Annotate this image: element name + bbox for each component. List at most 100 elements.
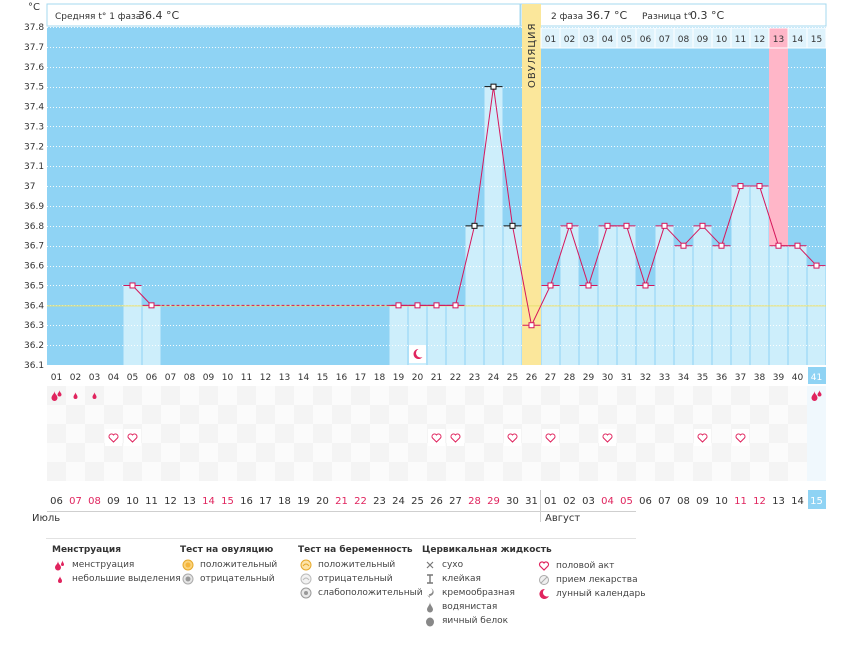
event-cell [256,405,275,424]
series-line [512,225,532,326]
event-cell [769,405,788,424]
data-point [509,222,516,229]
series-line [664,225,684,247]
phase2-day-label: 06 [640,35,652,45]
date-label: 08 [88,496,101,507]
cycle-day-label: 24 [488,373,500,383]
drop-small-icon [54,573,66,585]
event-cell [446,462,465,481]
legend-row-ovtest-neg: отрицательный [180,572,277,586]
temperature-bar [560,225,579,365]
event-cell [218,462,237,481]
heart-cell [447,429,464,446]
bbt-chart: Средняя t° 1 фаза 36.4 °C 2 фаза 36.7 °C… [24,2,827,524]
heart-icon [108,433,119,443]
heart-cell [694,429,711,446]
date-label: 14 [791,496,804,507]
event-cell [294,424,313,443]
event-cell [351,424,370,443]
event-cell [579,443,598,462]
event-cell [161,443,180,462]
event-cell [370,424,389,443]
data-point [566,222,573,229]
preg-positive-icon [300,559,312,571]
overlay: ОВУЛЯЦИЯ 01 02 03 04 05 06 07 08 09 10 11 12 13 14 15 [47,4,827,365]
legend-row-lunar: лунный календарь [536,587,646,601]
date-label: 09 [107,496,120,507]
event-cell [636,405,655,424]
event-cell [389,443,408,462]
date-label: 23 [373,496,386,507]
temperature-bar [427,305,446,365]
sun-negative-icon [182,573,194,585]
event-cell [674,386,693,405]
event-cell [674,424,693,443]
cycle-day-label: 37 [735,373,746,383]
event-cell [351,386,370,405]
event-cell [332,443,351,462]
data-point [775,242,782,249]
data-point [471,222,478,229]
legend-row-pregtest-pos: положительный [298,558,423,572]
cycle-day-label: 26 [526,373,538,383]
date-label: 06 [639,496,652,507]
legend-menstruation: Менструация менструация небольшие выделе… [52,545,181,586]
event-cell [427,386,446,405]
series-line [626,225,646,286]
series-line [683,225,703,247]
data-point [129,282,136,289]
moon-icon [538,588,550,600]
series-line [588,225,608,286]
event-cell [560,405,579,424]
heart-cell [105,429,122,446]
event-cell [788,386,807,405]
lunar-cell [409,345,426,363]
event-cell [351,405,370,424]
event-cell [161,424,180,443]
cycle-day-label: 13 [279,373,290,383]
event-cell [85,405,104,424]
cycle-day-label: 05 [127,373,138,383]
temperature-bar [807,265,826,365]
y-axis: 37.8 37.7 37.6 37.5 37.4 37.3 37.2 37.1 37 36.9 36… [24,23,44,371]
event-cell [66,424,85,443]
drop-small-icon [92,392,97,399]
event-cell [788,462,807,481]
event-cell [180,462,199,481]
event-cell [199,424,218,443]
event-cell [294,462,313,481]
data-point [794,242,801,249]
legend-ovtest-pos: положительный [200,560,278,570]
legend-menstruation-small: небольшие выделения [72,574,181,584]
cycle-day-label: 28 [564,373,576,383]
event-cell [731,405,750,424]
event-cell [180,443,199,462]
event-cell [807,462,826,481]
series-line [721,185,741,246]
event-cell [465,424,484,443]
cycle-day-label: 33 [659,373,670,383]
preg-negative-icon [300,573,312,585]
event-cell [617,424,636,443]
event-cell [256,386,275,405]
event-cell [313,443,332,462]
heart-cell [542,429,559,446]
phase2-day-label: 14 [792,35,804,45]
event-cell [199,443,218,462]
event-cell [85,443,104,462]
event-cell [218,424,237,443]
legend-ovtest-neg: отрицательный [200,574,275,584]
day-rows: 01 02 03 04 05 06 07 08 09 10 11 12 13 14 15 16 17 18 19 20… [32,367,826,524]
event-cell [503,386,522,405]
event-cell [47,405,66,424]
date-label: 07 [69,496,82,507]
date-label: 12 [753,496,766,507]
event-cell [161,386,180,405]
event-cell [180,386,199,405]
event-cell [104,443,123,462]
y-tick-label: 36.2 [24,341,44,351]
phase2-day-label: 03 [583,35,594,45]
legend: Менструация менструация небольшие выделе… [46,538,646,651]
event-cell [636,462,655,481]
event-cell [712,405,731,424]
